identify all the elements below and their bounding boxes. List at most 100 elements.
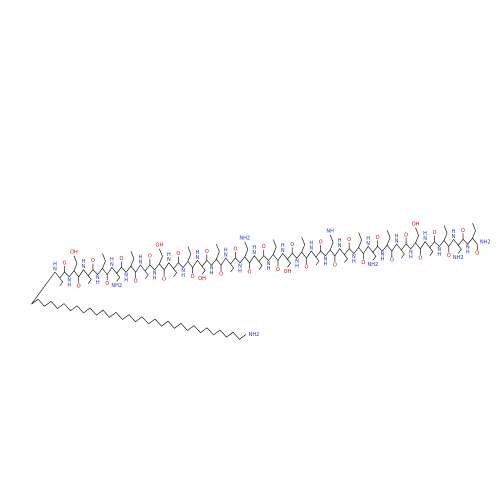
atom-label: N	[267, 261, 271, 267]
atom-label: NH2	[453, 255, 464, 261]
atom-label: O	[390, 258, 394, 264]
atom-label: O	[205, 249, 209, 255]
side-chain	[87, 275, 92, 284]
atom-label: O	[361, 260, 365, 266]
atom-label: N	[409, 249, 413, 255]
atom-label: N	[281, 248, 285, 254]
atom-label: H	[195, 250, 199, 256]
side-chain	[329, 234, 334, 250]
side-chain	[116, 273, 121, 282]
atom-label: H	[409, 254, 413, 260]
atom-label: O	[248, 269, 252, 275]
side-chain	[401, 249, 405, 259]
side-chain	[386, 230, 391, 246]
atom-label: H	[53, 262, 57, 268]
atom-label: N	[67, 277, 71, 283]
side-chain	[201, 266, 206, 275]
atom-label: OH	[284, 269, 292, 275]
atom-label: N	[82, 264, 86, 270]
atom-label: H	[82, 259, 86, 265]
atom-label: O	[319, 240, 323, 246]
atom-label: OH	[70, 249, 78, 255]
side-chain	[159, 248, 163, 264]
atom-label: N	[466, 245, 470, 251]
atom-label: N	[380, 252, 384, 258]
side-chain	[216, 244, 220, 260]
side-chain	[130, 251, 135, 267]
side-chain	[443, 225, 448, 241]
atom-label: H	[295, 264, 299, 270]
atom-label: H	[124, 278, 128, 284]
atom-label: H	[267, 266, 271, 272]
atom-label: N	[309, 246, 313, 252]
side-chain	[287, 259, 291, 268]
side-chain	[244, 241, 249, 257]
atom-label: NH	[326, 228, 334, 234]
side-chain	[59, 277, 64, 287]
atom-label: O	[418, 255, 422, 261]
atom-label: H	[153, 275, 157, 281]
atom-label: H	[437, 252, 441, 258]
atom-label: O	[290, 242, 294, 248]
atom-label: H	[466, 250, 470, 256]
atom-label: H	[309, 241, 313, 247]
atom-label: O	[304, 265, 308, 271]
side-chain	[429, 247, 434, 256]
side-chain	[102, 253, 106, 269]
atom-label: O	[191, 274, 195, 280]
backbone	[54, 237, 478, 279]
atom-label: OH	[198, 276, 206, 282]
atom-label: N	[395, 239, 399, 245]
lipid-tail	[31, 271, 247, 340]
atom-label: O	[461, 228, 465, 234]
atom-label: N	[324, 256, 328, 262]
atom-label: N	[338, 243, 342, 249]
side-chain	[458, 245, 462, 254]
atom-label: O	[134, 279, 138, 285]
atom-label: O	[404, 233, 408, 239]
side-chain	[73, 255, 78, 271]
atom-label: O	[347, 237, 351, 243]
atom-label: O	[119, 256, 123, 262]
atom-label: N	[437, 247, 441, 253]
atom-label: H	[423, 231, 427, 237]
atom-label: O	[376, 235, 380, 241]
atom-label: N	[96, 275, 100, 281]
atom-label: OH	[412, 221, 420, 227]
side-chain	[358, 232, 362, 248]
atom-label: O	[447, 253, 451, 259]
atom-label: H	[338, 238, 342, 244]
atom-label: NH2	[111, 283, 122, 289]
atom-label: NH2	[368, 262, 379, 268]
atom-label: H	[352, 259, 356, 265]
atom-label: N	[167, 257, 171, 263]
atom-label: OH	[156, 242, 164, 248]
atom-label: O	[176, 251, 180, 257]
side-chain	[372, 252, 377, 261]
atom-label: O	[475, 251, 479, 257]
atom-label: O	[77, 283, 81, 289]
atom-label: H	[380, 257, 384, 263]
atom-label: NH2	[249, 332, 260, 338]
atom-label: H	[224, 248, 228, 254]
side-chain	[415, 227, 419, 243]
atom-label: NH2	[480, 240, 491, 246]
atom-label: H	[324, 261, 328, 267]
atom-label: N	[224, 253, 228, 259]
atom-label: O	[262, 244, 266, 250]
atom-label: H	[67, 282, 71, 288]
atom-label: O	[91, 258, 95, 264]
side-chain	[144, 270, 149, 280]
atom-label: H	[281, 243, 285, 249]
atom-label: H	[96, 280, 100, 286]
atom-label: O	[233, 247, 237, 253]
atom-label: H	[167, 252, 171, 258]
atom-label: N	[210, 266, 214, 272]
side-chain	[344, 254, 348, 263]
atom-label: N	[153, 270, 157, 276]
atom-label: NH2	[239, 235, 250, 241]
atom-label: N	[110, 262, 114, 268]
atom-label: O	[105, 281, 109, 287]
